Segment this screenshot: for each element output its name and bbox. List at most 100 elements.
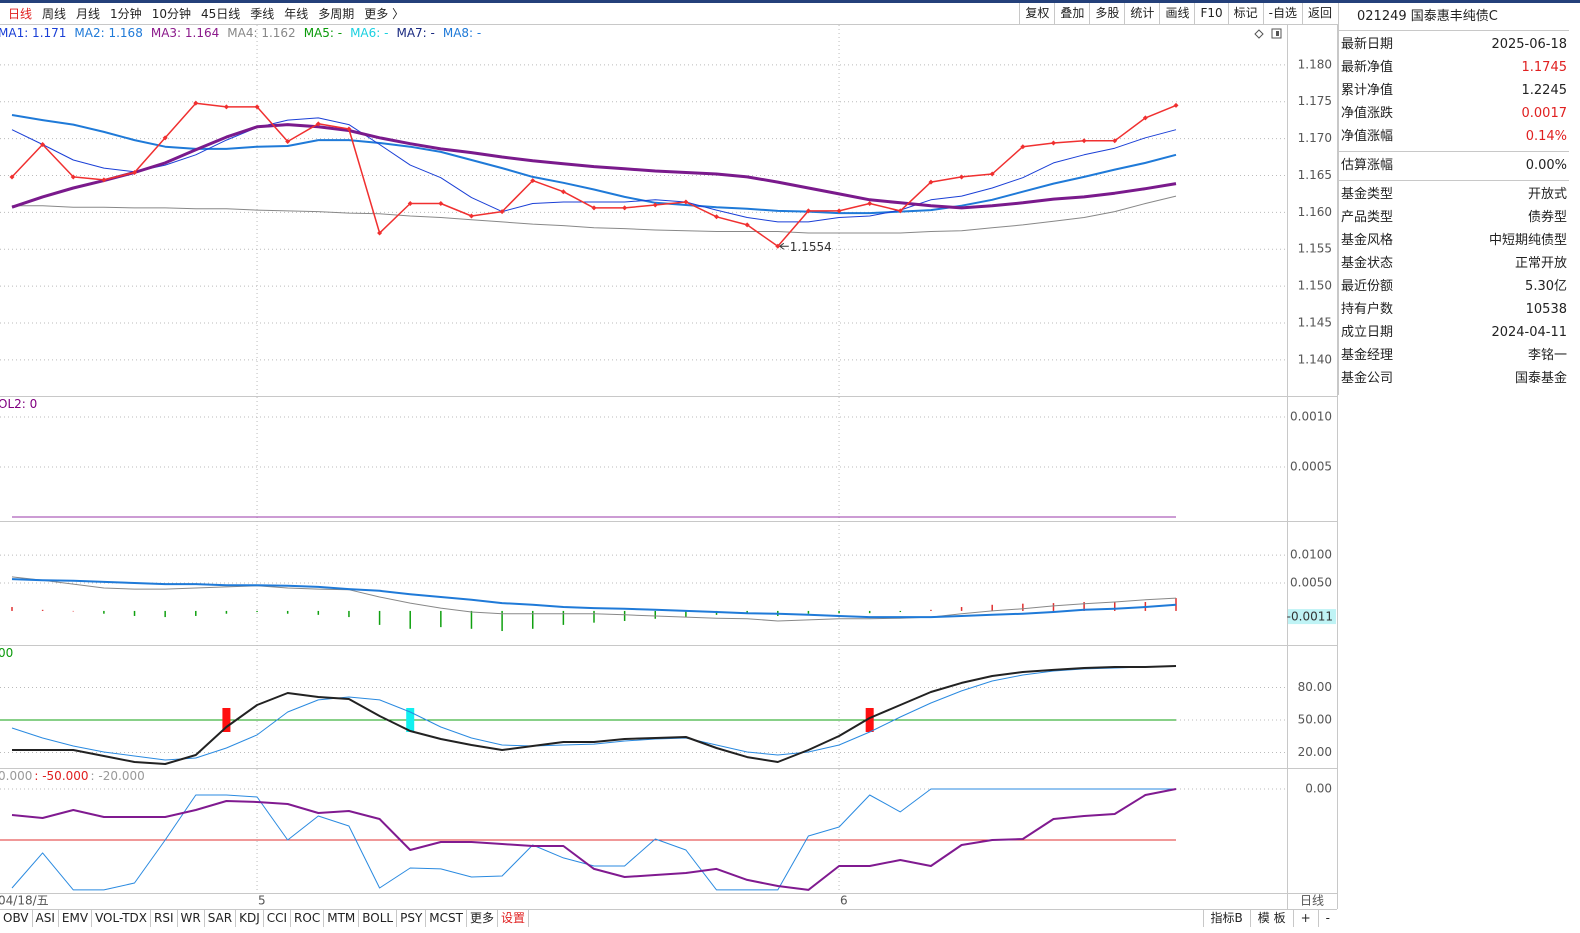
legend-entry: MA4: 1.162 (227, 26, 295, 40)
info-row: 产品类型 债券型 (1339, 206, 1569, 229)
point-marker (162, 135, 168, 141)
period-tab[interactable]: 月线 (76, 7, 101, 21)
tool-button[interactable]: 叠加 (1054, 3, 1089, 24)
indicator-tab[interactable]: VOL-TDX (92, 910, 151, 927)
tool-button[interactable]: F10 (1194, 3, 1227, 24)
indicator-tab[interactable]: MCST (426, 910, 467, 927)
info-label: 最近份额 (1341, 279, 1394, 294)
indicator-tab[interactable]: CCI (264, 910, 292, 927)
period-tab[interactable]: 1分钟 (110, 7, 142, 21)
info-value: 10538 (1525, 302, 1567, 317)
tool-button[interactable]: 画线 (1159, 3, 1194, 24)
histogram-bar (685, 610, 687, 618)
info-row: 最新日期 2025-06-18 (1339, 33, 1569, 56)
period-tab[interactable]: 10分钟 (151, 7, 191, 21)
y-tick-label: 80.00 (1298, 680, 1332, 694)
toolbar: 日线 周线 月线 1分钟 10分钟 45日线 季线 年线 多周期 更多 〉 复权 叠加 多股 统计 画线 F1… (0, 3, 1337, 25)
info-label: 基金公司 (1341, 371, 1394, 386)
histogram-bar (72, 610, 75, 612)
info-value: 国泰基金 (1514, 371, 1567, 386)
tool-button[interactable]: 统计 (1124, 3, 1159, 24)
bottom-tool[interactable]: + (1292, 910, 1318, 927)
fund-title: 021249 国泰惠丰纯债C (1357, 9, 1498, 24)
histogram-bar (440, 610, 442, 628)
info-group: 估算涨幅 0.00% (1339, 151, 1569, 180)
point-marker (714, 214, 720, 220)
info-row: 基金状态 正常开放 (1339, 252, 1569, 275)
histogram-bar (286, 610, 289, 614)
x-tick-label: 6 (840, 894, 848, 908)
info-row: 最新净值 1.1745 (1339, 56, 1569, 79)
info-row: 持有户数 10538 (1339, 298, 1569, 321)
tool-button[interactable]: 标记 (1227, 3, 1263, 24)
legend-entry: MA3: 1.164 (151, 26, 219, 40)
period-tab[interactable]: 多周期 (318, 7, 355, 21)
info-value: 1.2245 (1521, 83, 1568, 98)
bottom-tool[interactable]: 模 板 (1249, 910, 1293, 927)
point-marker (468, 213, 474, 219)
period-tab[interactable]: 更多 〉 (364, 7, 405, 21)
info-label: 基金经理 (1341, 348, 1394, 363)
histogram-bar (991, 604, 993, 611)
y-tick-label: 0.0005 (1290, 460, 1332, 474)
point-marker (132, 170, 138, 176)
point-marker (1142, 115, 1148, 121)
tool-button[interactable]: 复权 (1019, 3, 1054, 24)
y-tick-label: 0.00 (1305, 782, 1332, 796)
histogram-bar (868, 610, 871, 614)
info-value: 2024-04-11 (1491, 325, 1567, 340)
info-value: 1.1745 (1521, 60, 1568, 75)
indicator-tab[interactable]: ROC (291, 910, 325, 927)
histogram-bar (623, 610, 626, 621)
indicator-tab[interactable]: RSI (151, 910, 178, 927)
tool-button[interactable]: 多股 (1089, 3, 1124, 24)
indicator-tab[interactable]: EMV (59, 910, 93, 927)
indicator-tab[interactable]: BOLL (359, 910, 398, 927)
bottom-tool[interactable]: 指标B (1202, 910, 1250, 927)
indicator-tab[interactable]: KDJ (236, 910, 264, 927)
indicator-tab[interactable]: 更多 (467, 910, 498, 927)
period-tab[interactable]: 周线 (42, 7, 67, 21)
annotation-arrow (779, 242, 789, 250)
info-group: 基金类型 开放式 产品类型 债券型 基金风格 中短期纯债型 基金状态 正常开放 最近份额 5.30… (1339, 180, 1569, 393)
period-tab[interactable]: 45日线 (200, 7, 241, 21)
info-value: 5.30亿 (1525, 279, 1567, 294)
info-value: 0.0017 (1521, 106, 1568, 121)
info-row: 成立日期 2024-04-11 (1339, 321, 1569, 344)
indicator-tab[interactable]: MTM (324, 910, 360, 927)
indicator-tab[interactable]: 设置 (498, 910, 530, 927)
tool-button[interactable]: -自选 (1262, 3, 1302, 24)
info-value: 债券型 (1527, 210, 1567, 225)
period-tab[interactable]: 日线 (8, 7, 33, 21)
period-tab[interactable]: 季线 (250, 7, 275, 21)
point-marker (1050, 140, 1056, 146)
chart-icons (1254, 28, 1282, 39)
top-strip (0, 0, 1580, 3)
point-marker (1112, 138, 1118, 144)
bottom-tool[interactable]: - (1317, 910, 1337, 927)
indicator-tab[interactable]: WR (178, 910, 205, 927)
histogram-bar (531, 610, 534, 629)
y-tick-label: 1.160 (1298, 205, 1332, 219)
info-value: 开放式 (1527, 187, 1567, 202)
histogram-bar (378, 610, 381, 625)
legend-entry: : -20.000 (91, 769, 145, 783)
indicator-tab[interactable]: SAR (205, 910, 237, 927)
tool-buttons: 复权 叠加 多股 统计 画线 F10 标记 -自选 返回 (1019, 3, 1337, 24)
histogram-bar (930, 609, 932, 611)
indicator-tab[interactable]: PSY (397, 910, 427, 927)
point-marker (744, 222, 750, 228)
indicator-tab[interactable]: ASI (33, 910, 59, 927)
info-label: 估算涨幅 (1341, 158, 1394, 173)
signal-marker (406, 707, 415, 732)
series-line (11, 123, 1177, 210)
period-tab[interactable]: 年线 (284, 7, 309, 21)
tool-button[interactable]: 返回 (1301, 3, 1337, 24)
y-tick-label: 50.00 (1298, 712, 1332, 726)
info-value: 0.14% (1525, 129, 1567, 144)
info-value: 0.00% (1525, 158, 1567, 173)
info-label: 最新日期 (1341, 37, 1394, 52)
y-tick-label: 0.0010 (1290, 410, 1332, 424)
indicator-tab[interactable]: OBV (0, 910, 33, 927)
